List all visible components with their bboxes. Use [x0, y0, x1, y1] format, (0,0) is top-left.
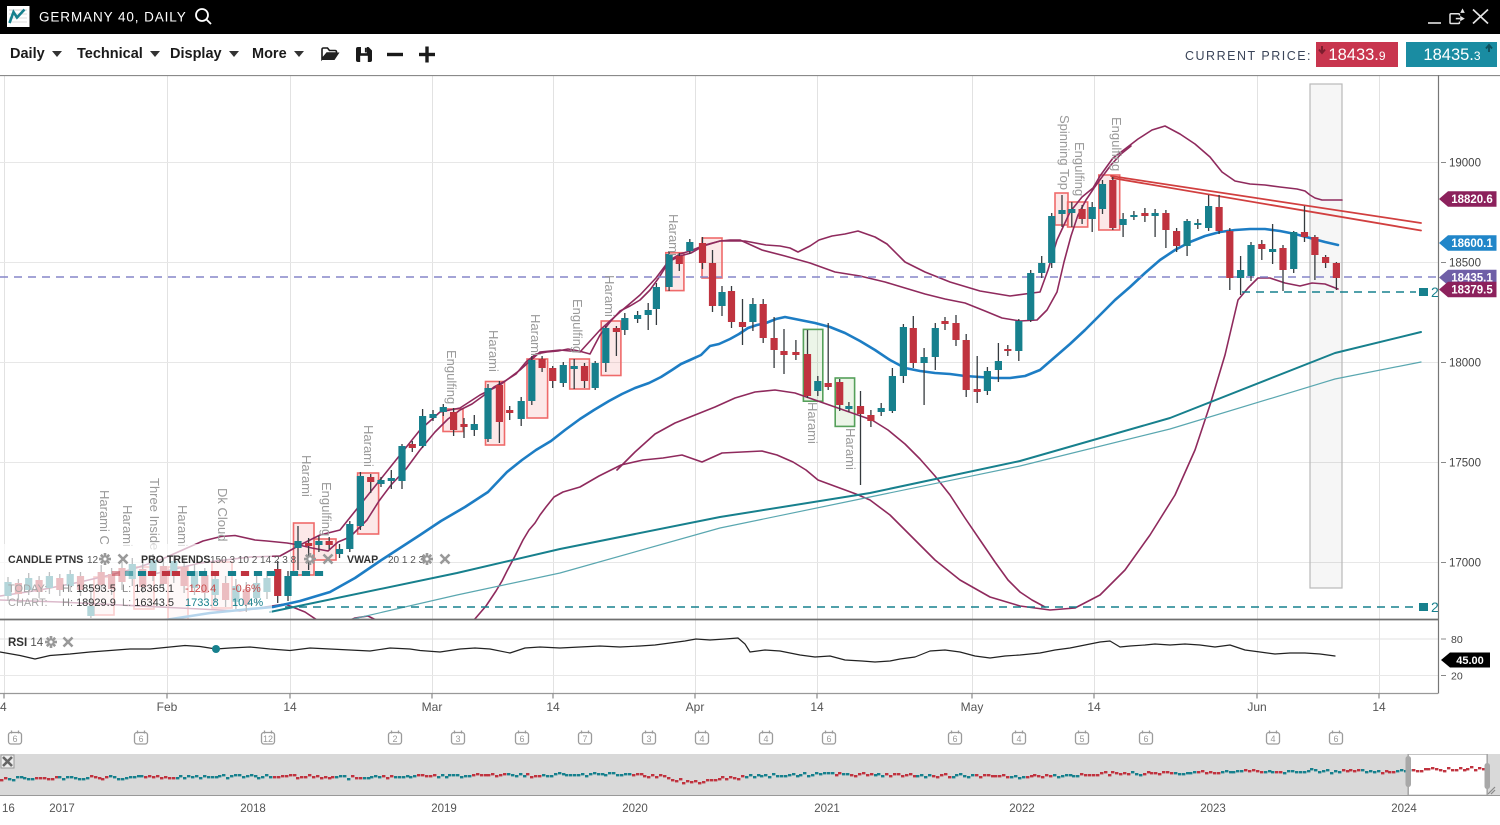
svg-text:6: 6 — [952, 734, 957, 744]
svg-text:Harami: Harami — [120, 505, 135, 547]
svg-text:Harami: Harami — [843, 428, 858, 470]
svg-text:4: 4 — [699, 734, 704, 744]
svg-text:CHART:: CHART: — [8, 597, 48, 609]
svg-text:2020: 2020 — [622, 803, 648, 815]
svg-text:3: 3 — [455, 734, 460, 744]
svg-text:14: 14 — [283, 700, 297, 714]
svg-text:Feb: Feb — [157, 700, 178, 714]
svg-text:20 1 2 3: 20 1 2 3 — [388, 555, 425, 566]
svg-text:18379.5: 18379.5 — [1451, 285, 1493, 297]
svg-text:Mar: Mar — [422, 700, 443, 714]
svg-text:2018: 2018 — [240, 803, 266, 815]
svg-text:10.4%: 10.4% — [232, 597, 263, 609]
svg-text:6: 6 — [138, 734, 143, 744]
svg-text:Engulfing: Engulfing — [570, 299, 585, 353]
svg-text:2: 2 — [1431, 599, 1439, 615]
svg-text:18600.1: 18600.1 — [1451, 238, 1493, 250]
svg-text:Dk Cloud: Dk Cloud — [215, 488, 230, 541]
svg-text:May: May — [961, 700, 984, 714]
svg-text:45.00: 45.00 — [1456, 655, 1484, 667]
svg-text:2: 2 — [1431, 284, 1439, 300]
svg-text:Harami: Harami — [175, 505, 190, 547]
svg-text:6: 6 — [826, 734, 831, 744]
svg-text:14: 14 — [1087, 700, 1101, 714]
svg-text:L: 18365.1: L: 18365.1 — [122, 583, 174, 595]
svg-text:Engulfing: Engulfing — [1109, 117, 1124, 171]
svg-text:Three Inside: Three Inside — [147, 478, 162, 550]
svg-text:19000: 19000 — [1449, 158, 1481, 170]
svg-text:Apr: Apr — [686, 700, 705, 714]
svg-text:4: 4 — [1016, 734, 1021, 744]
svg-text:18435.1: 18435.1 — [1451, 273, 1493, 285]
svg-text:6: 6 — [12, 734, 17, 744]
svg-text:2021: 2021 — [814, 803, 840, 815]
svg-text:H: 18929.9: H: 18929.9 — [62, 597, 116, 609]
svg-text:Harami: Harami — [528, 314, 543, 356]
svg-text:80: 80 — [1451, 634, 1463, 646]
svg-text:3: 3 — [646, 734, 651, 744]
svg-text:18000: 18000 — [1449, 358, 1481, 370]
svg-text:18500: 18500 — [1449, 258, 1481, 270]
svg-text:Engulfing: Engulfing — [444, 350, 459, 404]
svg-text:-0.6%: -0.6% — [232, 583, 261, 595]
svg-text:6: 6 — [519, 734, 524, 744]
svg-text:CURRENT PRICE:: CURRENT PRICE: — [1185, 49, 1312, 63]
svg-text:GERMANY 40, DAILY: GERMANY 40, DAILY — [39, 10, 187, 25]
svg-text:Engulfing: Engulfing — [319, 482, 334, 536]
svg-text:2019: 2019 — [431, 803, 457, 815]
svg-text:Harami: Harami — [486, 330, 501, 372]
svg-text:4: 4 — [1270, 734, 1275, 744]
svg-text:Harami C: Harami C — [97, 490, 112, 545]
svg-text:2023: 2023 — [1200, 803, 1226, 815]
svg-text:5: 5 — [1079, 734, 1084, 744]
svg-text:17000: 17000 — [1449, 558, 1481, 570]
svg-text:18820.6: 18820.6 — [1451, 194, 1493, 206]
svg-text:Spinning Top: Spinning Top — [1057, 115, 1072, 190]
svg-text:Engulfing: Engulfing — [1072, 142, 1087, 196]
svg-text:Harami: Harami — [602, 275, 617, 317]
svg-text:20: 20 — [1451, 671, 1463, 683]
svg-text:2017: 2017 — [49, 803, 75, 815]
svg-text:Jun: Jun — [1247, 700, 1266, 714]
svg-text:7: 7 — [582, 734, 587, 744]
svg-text:2: 2 — [392, 734, 397, 744]
svg-text:150 3 10 2 14 2 3 8: 150 3 10 2 14 2 3 8 — [210, 555, 297, 566]
svg-text:Harami: Harami — [299, 455, 314, 497]
svg-text:2024: 2024 — [1391, 803, 1417, 815]
svg-text:CANDLE PTNS: CANDLE PTNS — [8, 554, 83, 566]
svg-text:PRO TRENDS: PRO TRENDS — [141, 554, 210, 566]
svg-text:1733.8: 1733.8 — [185, 597, 219, 609]
svg-text:-120.4: -120.4 — [185, 583, 216, 595]
svg-text:RSI 14: RSI 14 — [8, 637, 44, 649]
svg-text:Harami: Harami — [805, 402, 820, 444]
svg-text:12: 12 — [263, 734, 273, 744]
svg-text:VWAP: VWAP — [347, 554, 378, 566]
svg-text:6: 6 — [1333, 734, 1338, 744]
svg-text:6: 6 — [1143, 734, 1148, 744]
svg-text:4: 4 — [0, 700, 7, 714]
svg-text:14: 14 — [810, 700, 824, 714]
svg-text:18433.9: 18433.9 — [1328, 46, 1385, 64]
svg-text:L: 16343.5: L: 16343.5 — [122, 597, 174, 609]
svg-text:H: 18593.5: H: 18593.5 — [62, 583, 116, 595]
svg-text:18435.3: 18435.3 — [1423, 46, 1480, 64]
svg-text:14: 14 — [546, 700, 560, 714]
svg-text:Harami: Harami — [361, 425, 376, 467]
svg-text:4: 4 — [763, 734, 768, 744]
svg-text:Harami: Harami — [666, 214, 681, 256]
svg-text:16: 16 — [2, 803, 15, 815]
svg-text:14: 14 — [1372, 700, 1386, 714]
svg-text:2022: 2022 — [1009, 803, 1035, 815]
svg-text:17500: 17500 — [1449, 458, 1481, 470]
svg-text:12: 12 — [87, 555, 99, 566]
svg-text:TODAY:: TODAY: — [8, 583, 47, 595]
